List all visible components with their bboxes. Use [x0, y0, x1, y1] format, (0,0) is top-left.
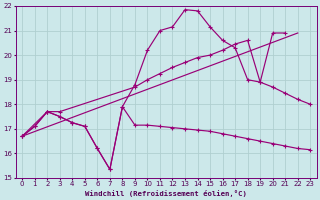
X-axis label: Windchill (Refroidissement éolien,°C): Windchill (Refroidissement éolien,°C) — [85, 190, 247, 197]
